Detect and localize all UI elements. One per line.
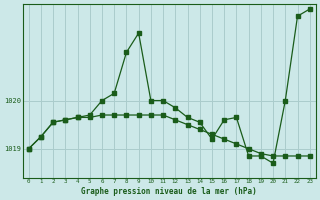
X-axis label: Graphe pression niveau de la mer (hPa): Graphe pression niveau de la mer (hPa) bbox=[81, 187, 257, 196]
